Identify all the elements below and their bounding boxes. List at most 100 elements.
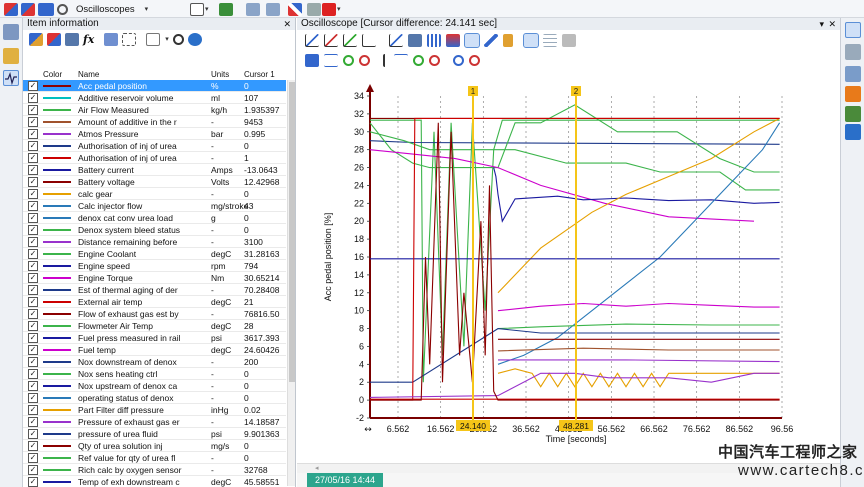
row-checkbox[interactable]: ✓ bbox=[28, 213, 38, 223]
cursor-tool-icon[interactable] bbox=[523, 32, 539, 48]
bookmark-icon[interactable] bbox=[503, 33, 513, 47]
list-item[interactable]: ✓ Amount of additive in the r - 9453 bbox=[23, 116, 286, 128]
list-item[interactable]: ✓ Acc pedal position% 0 bbox=[23, 80, 286, 92]
list-item[interactable]: ✓ Ref value for qty of urea fl - 0 bbox=[23, 452, 286, 464]
oscilloscope-rail-button[interactable] bbox=[3, 70, 19, 86]
row-checkbox[interactable]: ✓ bbox=[28, 285, 38, 295]
table-view-button[interactable] bbox=[845, 44, 861, 60]
fit-chart-icon[interactable] bbox=[343, 33, 357, 47]
select-all-icon[interactable] bbox=[29, 32, 43, 46]
export-button[interactable] bbox=[219, 2, 233, 16]
list-item[interactable]: ✓ Flow of exhaust gas est by - 76816.50 bbox=[23, 308, 286, 320]
search-icon[interactable] bbox=[172, 33, 184, 45]
list-item[interactable]: ✓ calc gear - 0 bbox=[23, 188, 286, 200]
list-item[interactable]: ✓ Nox sens heating ctrl - 0 bbox=[23, 368, 286, 380]
search-view-button[interactable] bbox=[845, 106, 861, 122]
zoom-out-icon[interactable] bbox=[359, 54, 370, 66]
row-checkbox[interactable]: ✓ bbox=[28, 105, 38, 115]
zoom-reset-icon[interactable] bbox=[453, 54, 464, 66]
row-checkbox[interactable]: ✓ bbox=[28, 441, 38, 451]
layers-icon[interactable] bbox=[408, 33, 422, 47]
oscilloscopes-menu[interactable]: Oscilloscopes ▾ bbox=[76, 2, 148, 16]
help-button[interactable] bbox=[845, 124, 861, 140]
row-checkbox[interactable]: ✓ bbox=[28, 297, 38, 307]
gauge-view-button[interactable] bbox=[845, 86, 861, 102]
row-checkbox[interactable]: ✓ bbox=[28, 345, 38, 355]
row-checkbox[interactable]: ✓ bbox=[28, 201, 38, 211]
color-column-header[interactable]: Color bbox=[43, 70, 63, 79]
row-checkbox[interactable]: ✓ bbox=[28, 165, 38, 175]
list-item[interactable]: ✓ Atmos Pressure bar 0.995 bbox=[23, 128, 286, 140]
row-checkbox[interactable]: ✓ bbox=[28, 477, 38, 487]
row-checkbox[interactable]: ✓ bbox=[28, 249, 38, 259]
list-item[interactable]: ✓ Battery voltage Volts 12.42968 bbox=[23, 176, 286, 188]
zoom-x-out-icon[interactable] bbox=[429, 54, 440, 66]
deselect-icon[interactable] bbox=[47, 32, 61, 46]
zoom-clear-icon[interactable] bbox=[469, 54, 480, 66]
expand-icon[interactable] bbox=[305, 53, 319, 67]
layout-button[interactable]: ▾ bbox=[190, 2, 209, 16]
row-checkbox[interactable]: ✓ bbox=[28, 189, 38, 199]
scroll-left-icon[interactable]: ◂ bbox=[315, 465, 319, 472]
line-chart-icon[interactable] bbox=[305, 33, 319, 47]
row-checkbox[interactable]: ✓ bbox=[28, 393, 38, 403]
list-item[interactable]: ✓ Rich calc by oxygen sensor - 32768 bbox=[23, 464, 286, 476]
tools-button[interactable] bbox=[288, 2, 302, 16]
list-item[interactable]: ✓ Engine Coolant degC 31.28163 bbox=[23, 248, 286, 260]
row-checkbox[interactable]: ✓ bbox=[28, 309, 38, 319]
name-column-header[interactable]: Name bbox=[78, 70, 100, 79]
close-icon[interactable]: ✕ bbox=[283, 19, 291, 29]
row-checkbox[interactable]: ✓ bbox=[28, 129, 38, 139]
folder-rail-button[interactable] bbox=[3, 48, 19, 64]
comment-icon[interactable] bbox=[562, 33, 576, 47]
print-preview-button[interactable] bbox=[266, 2, 280, 16]
grid-tool-icon[interactable] bbox=[543, 33, 557, 47]
row-checkbox[interactable]: ✓ bbox=[28, 153, 38, 163]
color-block-icon[interactable] bbox=[104, 32, 119, 46]
list-item[interactable]: ✓ Distance remaining before - 3100 bbox=[23, 236, 286, 248]
print-button[interactable] bbox=[246, 2, 260, 16]
list-item[interactable]: ✓ Authorisation of inj of urea - 1 bbox=[23, 152, 286, 164]
list-item[interactable]: ✓ Nox upstream of denox ca - 0 bbox=[23, 380, 286, 392]
list-item[interactable]: ✓ Denox system bleed status - 0 bbox=[23, 224, 286, 236]
list-item[interactable]: ✓ pressure of urea fluid psi 9.901363 bbox=[23, 428, 286, 440]
row-checkbox[interactable]: ✓ bbox=[28, 405, 38, 415]
scrollbar-thumb[interactable] bbox=[289, 82, 295, 382]
list-item[interactable]: ✓ Nox downstream of denox - 200 bbox=[23, 356, 286, 368]
list-item[interactable]: ✓ Est of thermal aging of der - 70.28408 bbox=[23, 284, 286, 296]
list-item[interactable]: ✓ Fuel press measured in rail psi 3617.393 bbox=[23, 332, 286, 344]
bar-view-button[interactable] bbox=[845, 66, 861, 82]
row-checkbox[interactable]: ✓ bbox=[28, 453, 38, 463]
list-item[interactable]: ✓ Additive reservoir volume ml 107 bbox=[23, 92, 286, 104]
pin-icon[interactable]: ▾ bbox=[819, 19, 824, 29]
chart-view-button[interactable] bbox=[845, 22, 861, 38]
navigate-button[interactable] bbox=[57, 2, 68, 16]
formula-icon[interactable]: fx bbox=[83, 32, 95, 46]
marker-icon[interactable] bbox=[484, 33, 498, 47]
list-item[interactable]: ✓ Pressure of exhaust gas er - 14.18587 bbox=[23, 416, 286, 428]
row-checkbox[interactable]: ✓ bbox=[28, 177, 38, 187]
row-checkbox[interactable]: ✓ bbox=[28, 117, 38, 127]
list-item[interactable]: ✓ Air Flow Measured kg/h 1.935397 bbox=[23, 104, 286, 116]
row-checkbox[interactable]: ✓ bbox=[28, 417, 38, 427]
list-item[interactable]: ✓ Authorisation of inj of urea - 0 bbox=[23, 140, 286, 152]
row-checkbox[interactable]: ✓ bbox=[28, 321, 38, 331]
row-checkbox[interactable]: ✓ bbox=[28, 261, 38, 271]
fit-width-icon[interactable] bbox=[324, 53, 338, 67]
cursor-column-header[interactable]: Cursor 1 bbox=[244, 70, 275, 79]
overlay-icon[interactable] bbox=[464, 32, 480, 48]
list-item[interactable]: ✓ Calc injector flow mg/stroke 43 bbox=[23, 200, 286, 212]
row-checkbox[interactable]: ✓ bbox=[28, 93, 38, 103]
pen-icon[interactable] bbox=[146, 32, 161, 46]
list-item[interactable]: ✓ Battery current Amps -13.0643 bbox=[23, 164, 286, 176]
item-list-scrollbar[interactable] bbox=[287, 80, 295, 486]
row-checkbox[interactable]: ✓ bbox=[28, 429, 38, 439]
ecu-scan-button[interactable] bbox=[21, 2, 35, 16]
add-chart-icon[interactable] bbox=[389, 33, 403, 47]
scale-icon[interactable] bbox=[427, 33, 441, 47]
row-checkbox[interactable]: ✓ bbox=[28, 237, 38, 247]
zoom-x-in-icon[interactable] bbox=[413, 54, 424, 66]
row-checkbox[interactable]: ✓ bbox=[28, 465, 38, 475]
list-item[interactable]: ✓ Engine speed rpm 794 bbox=[23, 260, 286, 272]
